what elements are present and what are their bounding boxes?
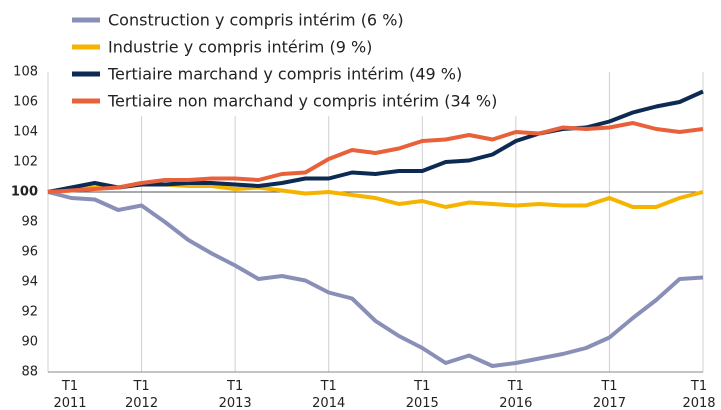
series-line [47, 190, 704, 368]
x-tick-label: T1 2018 [682, 379, 716, 410]
legend-label: Industrie y compris intérim (9 %) [108, 38, 372, 57]
legend-label: Tertiaire marchand y compris intérim (49… [107, 65, 462, 84]
legend-background [66, 8, 546, 116]
x-tick-label: T1 2012 [125, 379, 159, 410]
x-tick-label: T1 2017 [592, 379, 626, 410]
x-tick-label: T1 2013 [218, 379, 252, 410]
y-tick-label: 90 [21, 335, 38, 350]
legend-label: Construction y compris intérim (6 %) [108, 11, 404, 30]
y-tick-label: 94 [21, 275, 38, 290]
x-tick-label: T1 2011 [53, 379, 87, 410]
y-tick-label: 106 [13, 95, 38, 110]
y-tick-label: 98 [21, 215, 38, 230]
x-tick-label: T1 2014 [312, 379, 346, 410]
x-tick-label: T1 2015 [405, 379, 439, 410]
y-tick-label: 96 [21, 245, 38, 260]
series-line [47, 121, 704, 194]
series-line [47, 89, 704, 194]
y-tick-label: 102 [13, 155, 38, 170]
y-tick-label: 88 [21, 365, 38, 380]
x-tick-label: T1 2016 [499, 379, 533, 410]
y-tick-label: 108 [13, 65, 38, 80]
y-tick-label: 92 [21, 305, 38, 320]
y-tick-label: 100 [11, 185, 38, 200]
series-line [47, 181, 704, 209]
y-tick-label: 104 [13, 125, 38, 140]
legend-label: Tertiaire non marchand y compris intérim… [107, 92, 497, 111]
